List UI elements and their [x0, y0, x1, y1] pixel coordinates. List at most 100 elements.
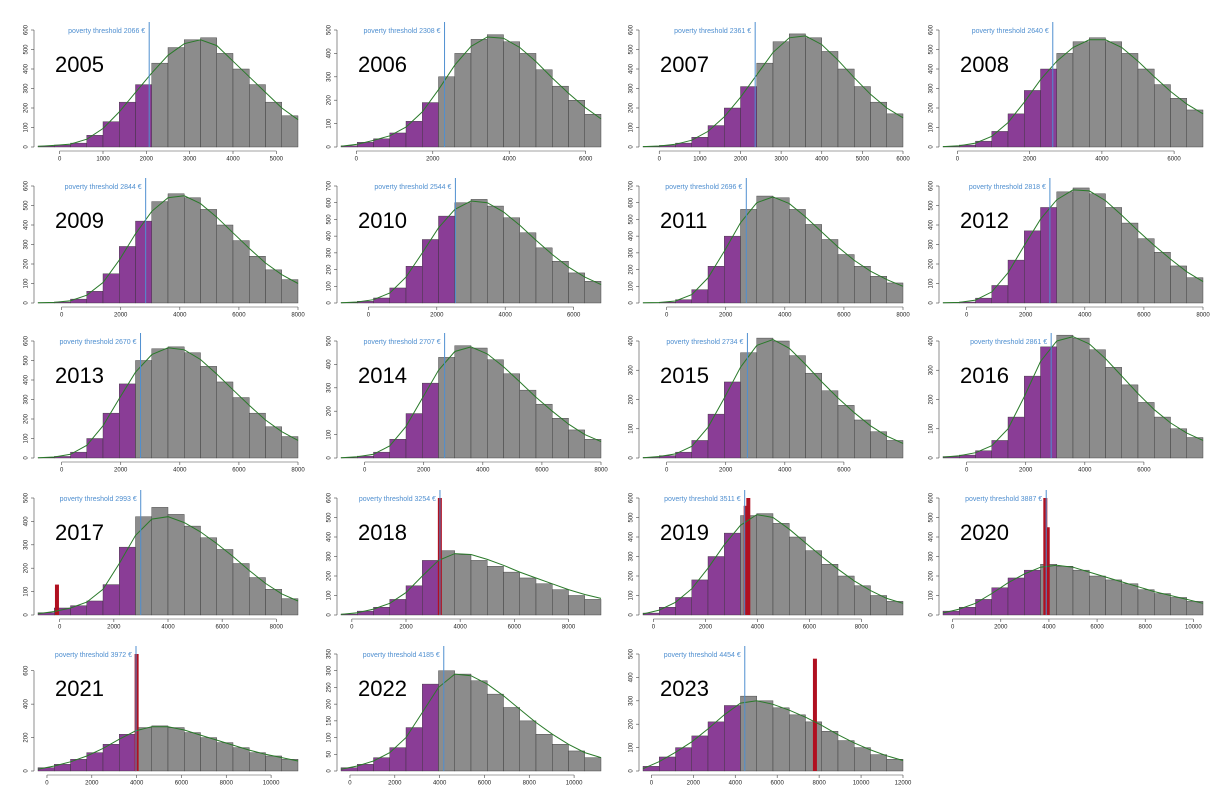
- y-tick-label: 400: [24, 698, 30, 709]
- bar: [552, 418, 569, 459]
- y-tick-label: 300: [629, 83, 635, 94]
- panel-title: 2017: [55, 520, 104, 545]
- bar: [503, 373, 520, 459]
- y-tick-label: 500: [24, 44, 30, 55]
- density-curve: [37, 726, 299, 770]
- bar: [184, 525, 201, 616]
- x-tick-label: 0: [348, 781, 352, 787]
- bar: [805, 37, 822, 148]
- y-tick-label: 500: [327, 214, 333, 225]
- x-tick-label: 2000: [388, 781, 402, 787]
- x-tick-label: 8000: [562, 625, 576, 631]
- bar: [535, 403, 553, 459]
- y-tick-label: 300: [327, 247, 333, 258]
- bar: [772, 340, 790, 459]
- bar: [642, 766, 660, 772]
- bar: [1170, 597, 1187, 616]
- density-curve: [340, 673, 602, 770]
- bar: [772, 707, 790, 772]
- bar: [265, 755, 282, 772]
- highlight-bar: [134, 654, 139, 771]
- bar: [1089, 349, 1106, 459]
- panel-title: 2014: [358, 363, 407, 388]
- y-tick-label: 350: [327, 648, 333, 659]
- y-tick-label: 0: [24, 613, 30, 617]
- y-tick-label: 400: [629, 335, 635, 346]
- x-tick-label: 5000: [856, 157, 870, 163]
- density-curve: [942, 564, 1204, 614]
- bar: [1089, 37, 1106, 148]
- x-tick-label: 6000: [567, 313, 581, 319]
- y-tick-label: 200: [327, 570, 333, 581]
- bar: [249, 412, 266, 459]
- x-tick-label: 4000: [1078, 313, 1092, 319]
- y-tick-label: 600: [929, 492, 935, 503]
- y-tick-label: 300: [24, 239, 30, 250]
- y-tick-label: 200: [929, 394, 935, 405]
- panel-title: 2006: [358, 52, 407, 77]
- y-tick-label: 400: [629, 531, 635, 542]
- y-tick-label: 100: [24, 278, 30, 289]
- bar: [886, 440, 904, 459]
- threshold-label: poverty threshold 2993 €: [60, 496, 137, 503]
- x-tick-label: 0: [965, 313, 969, 319]
- bar: [151, 507, 169, 616]
- x-tick-label: 3000: [774, 157, 788, 163]
- bar: [756, 700, 774, 772]
- bar: [789, 355, 806, 459]
- threshold-label: poverty threshold 2544 €: [374, 184, 451, 191]
- y-tick-label: 100: [629, 423, 635, 434]
- bar: [454, 673, 472, 772]
- bar: [519, 389, 537, 459]
- panel-title: 2019: [660, 520, 709, 545]
- y-tick-label: 300: [629, 551, 635, 562]
- bar: [1186, 437, 1204, 459]
- y-tick-label: 500: [629, 648, 635, 659]
- bar: [357, 142, 374, 148]
- bar: [535, 69, 553, 148]
- y-tick-label: 600: [327, 197, 333, 208]
- bar: [1089, 193, 1106, 304]
- y-tick-label: 100: [629, 742, 635, 753]
- bar: [756, 337, 774, 459]
- x-tick-label: 0: [58, 157, 62, 163]
- bar: [1024, 569, 1041, 616]
- bar: [821, 564, 839, 616]
- threshold-label: poverty threshold 4454 €: [664, 652, 741, 659]
- bar: [265, 589, 282, 616]
- threshold-label: poverty threshold 4185 €: [363, 652, 440, 659]
- x-tick-label: 10000: [853, 781, 870, 787]
- y-tick-label: 300: [629, 247, 635, 258]
- bar: [1170, 265, 1187, 304]
- bar: [584, 757, 602, 772]
- threshold-label: poverty threshold 3972 €: [55, 652, 132, 659]
- panel-title: 2008: [960, 52, 1009, 77]
- bar: [281, 598, 299, 616]
- bar: [470, 347, 488, 459]
- y-tick-label: 300: [24, 539, 30, 550]
- bar: [1089, 575, 1106, 616]
- bar: [886, 113, 904, 148]
- x-tick-label: 8000: [291, 313, 305, 319]
- y-tick-label: 300: [629, 695, 635, 706]
- y-tick-label: 100: [629, 590, 635, 601]
- x-tick-label: 8000: [594, 468, 608, 474]
- x-tick-label: 4000: [751, 625, 765, 631]
- bar: [886, 282, 904, 304]
- bar: [552, 85, 569, 148]
- threshold-label: poverty threshold 2066 €: [68, 28, 145, 35]
- x-tick-label: 8000: [1139, 625, 1153, 631]
- bar: [1056, 334, 1074, 459]
- x-tick-label: 6000: [1090, 625, 1104, 631]
- bar: [756, 195, 774, 304]
- bar: [789, 209, 806, 304]
- y-tick-label: 0: [629, 456, 635, 460]
- panel-title: 2020: [960, 520, 1009, 545]
- x-tick-label: 6000: [535, 468, 549, 474]
- highlight-bar: [1045, 527, 1050, 615]
- bar: [659, 607, 676, 616]
- density-curve: [340, 553, 602, 615]
- bar: [1056, 566, 1074, 616]
- y-tick-label: 0: [327, 145, 333, 149]
- threshold-label: poverty threshold 2707 €: [364, 339, 441, 346]
